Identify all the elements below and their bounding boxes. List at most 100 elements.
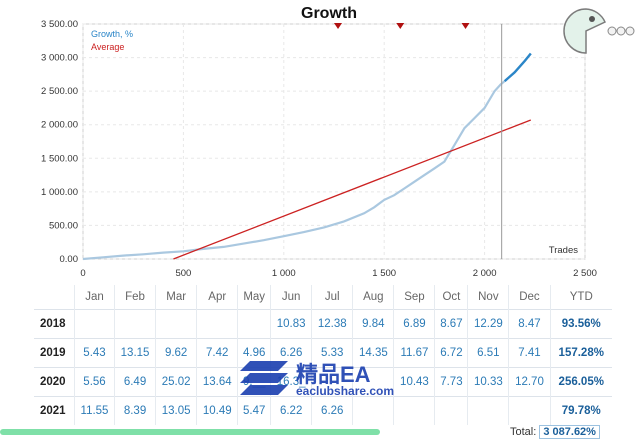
row-year: 2021 [34, 396, 75, 425]
month-cell: 12.70 [508, 367, 550, 397]
month-cell [393, 396, 435, 425]
month-cell: 7.73 [434, 367, 468, 397]
month-cell [434, 396, 468, 425]
table-header-row: Jan Feb Mar Apr May Jun Jul Aug Sep Oct Nov Dec YTD [34, 285, 612, 310]
month-cell [196, 309, 238, 339]
column-header: Sep [393, 285, 435, 310]
table-row: 2018 10.83 12.38 9.84 6.89 8.67 12.29 8.47 93.56… [34, 309, 612, 339]
watermark: 精品EA eaclubshare.com [238, 357, 408, 401]
series-line-growth-recent [503, 52, 532, 83]
x-tick-label: 500 [175, 268, 191, 279]
month-cell: 7.42 [196, 338, 238, 368]
ytd-cell: 79.78% [549, 396, 612, 425]
legend-average: Average [91, 42, 124, 52]
pacman-logo-icon [563, 8, 635, 54]
series-line-growth [82, 52, 532, 261]
y-tick-label: 3 500.00 [41, 19, 78, 30]
month-cell: 5.43 [74, 338, 115, 368]
axis-labels: 0.00 500.00 1 000.00 1 500.00 2 000.00 2 500.… [41, 19, 597, 279]
month-cell: 5.33 [311, 338, 353, 368]
x-tick-label: 1 500 [372, 268, 396, 279]
month-cell: 10.43 [393, 367, 435, 397]
month-cell: 10.83 [270, 309, 312, 339]
month-cell: 11.55 [74, 396, 115, 425]
growth-chart: Growth 0.00 500.00 1 000.00 1 500.00 2 000.0… [41, 5, 635, 279]
month-cell [155, 309, 197, 339]
column-header: Mar [155, 285, 197, 310]
row-year: 2018 [34, 309, 75, 339]
y-tick-label: 1 000.00 [41, 187, 78, 198]
event-marker-icon[interactable] [396, 23, 405, 29]
month-cell: 13.15 [113, 338, 156, 368]
column-header: May [237, 285, 271, 310]
x-tick-label: 0 [80, 268, 85, 279]
month-cell [113, 309, 156, 339]
column-header: Jan [74, 285, 115, 310]
event-marker-icon[interactable] [334, 23, 343, 29]
x-tick-label: 2 500 [573, 268, 597, 279]
y-tick-label: 2 000.00 [41, 120, 78, 131]
month-cell [467, 396, 509, 425]
month-cell [237, 309, 271, 339]
column-header: YTD [549, 285, 612, 310]
month-cell: 11.67 [393, 338, 435, 368]
y-tick-label: 3 000.00 [41, 53, 78, 64]
month-cell: 14.35 [352, 338, 394, 368]
row-year: 2020 [34, 367, 75, 397]
column-header [34, 285, 75, 310]
column-header: Aug [352, 285, 394, 310]
month-cell: 13.64 [196, 367, 238, 397]
event-marker-icon[interactable] [461, 23, 470, 29]
column-header: Oct [434, 285, 468, 310]
chart-title: Growth [301, 5, 357, 22]
ytd-cell: 157.28% [549, 338, 612, 368]
month-cell: 6.22 [270, 396, 312, 425]
total-value: 3 087.62% [539, 425, 600, 439]
table-row: 2021 11.55 8.39 13.05 10.49 5.47 6.22 6.26 79.78… [34, 396, 612, 425]
column-header: Jul [311, 285, 353, 310]
month-cell: 5.56 [74, 367, 115, 397]
month-cell [352, 367, 394, 397]
month-cell: 9.84 [352, 309, 394, 339]
scroll-bar[interactable] [0, 429, 380, 435]
month-cell: 6.49 [113, 367, 156, 397]
month-cell: 7.41 [508, 338, 550, 368]
y-tick-label: 500.00 [49, 220, 78, 231]
month-cell [311, 367, 353, 397]
month-cell: 10.49 [196, 396, 238, 425]
watermark-text: 精品EA [296, 362, 371, 387]
row-year: 2019 [34, 338, 75, 368]
ytd-cell: 93.56% [549, 309, 612, 339]
column-header: Feb [113, 285, 156, 310]
marker-layer [334, 23, 503, 259]
month-cell [74, 309, 115, 339]
column-header: Nov [467, 285, 509, 310]
column-header: Jun [270, 285, 312, 310]
total-row: Total: 3 087.62% [510, 425, 600, 439]
table-row: 2019 5.43 13.15 9.62 7.42 4.96 6.26 5.33 14.35 11… [34, 338, 612, 368]
legend-growth: Growth, % [91, 29, 133, 39]
column-header: Apr [196, 285, 238, 310]
month-cell [352, 396, 394, 425]
ytd-cell: 256.05% [549, 367, 612, 397]
y-tick-label: 1 500.00 [41, 153, 78, 164]
y-tick-label: 0.00 [60, 254, 79, 265]
month-cell: 6.26 [311, 396, 353, 425]
monthly-returns-table: Jan Feb Mar Apr May Jun Jul Aug Sep Oct Nov Dec YTD … [34, 285, 612, 425]
total-label: Total: [510, 426, 537, 438]
column-header: Dec [508, 285, 550, 310]
watermark-logo-icon [240, 361, 288, 395]
month-cell: 8.39 [113, 396, 156, 425]
month-cell [508, 396, 550, 425]
watermark-url: eaclubshare.com [296, 384, 395, 398]
month-cell: 13.05 [155, 396, 197, 425]
series-line-average [173, 119, 532, 260]
month-cell: 8.47 [508, 309, 550, 339]
x-axis-label: Trades [549, 245, 578, 256]
month-cell: 6.72 [434, 338, 468, 368]
x-tick-label: 2 000 [473, 268, 497, 279]
month-cell: 12.38 [311, 309, 353, 339]
x-tick-label: 1 000 [272, 268, 296, 279]
month-cell: 10.33 [467, 367, 509, 397]
month-cell: 6.51 [467, 338, 509, 368]
